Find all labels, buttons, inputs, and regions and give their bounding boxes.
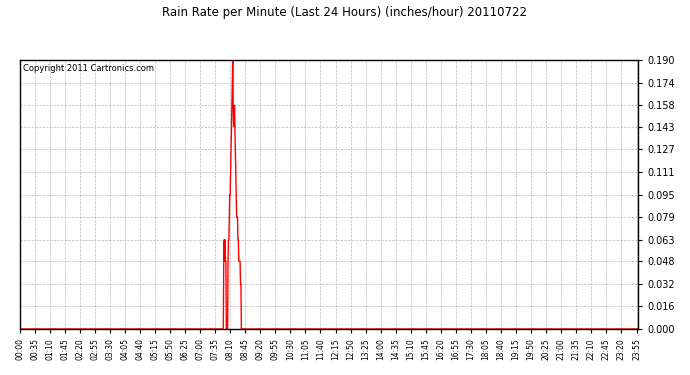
Text: Rain Rate per Minute (Last 24 Hours) (inches/hour) 20110722: Rain Rate per Minute (Last 24 Hours) (in… <box>163 6 527 19</box>
Text: Copyright 2011 Cartronics.com: Copyright 2011 Cartronics.com <box>23 64 154 73</box>
